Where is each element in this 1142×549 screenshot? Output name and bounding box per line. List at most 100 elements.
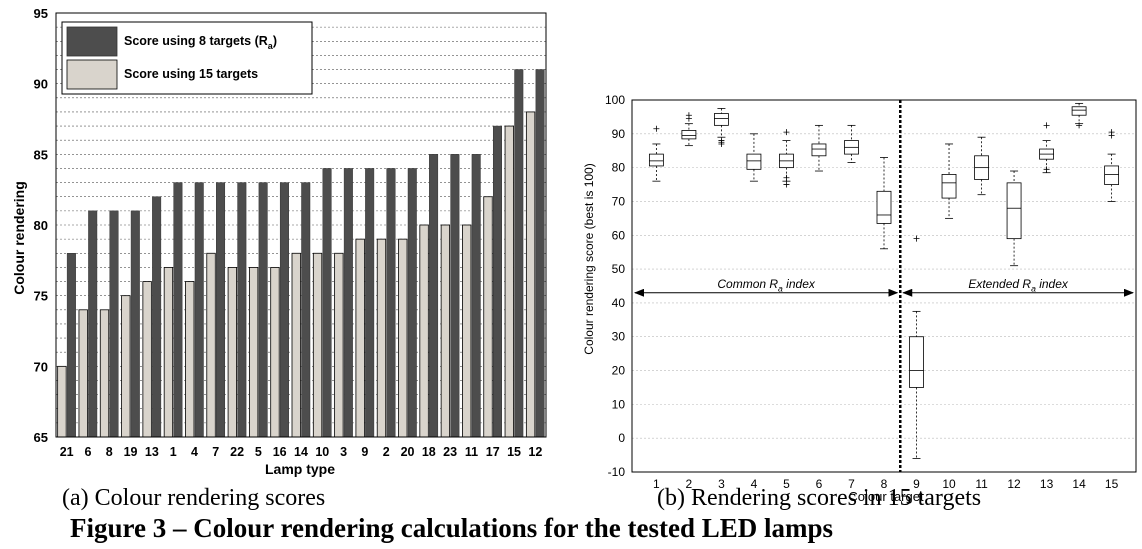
- bar-8-targets: [194, 182, 204, 438]
- y-tick-label: 100: [605, 93, 625, 107]
- outlier-marker: [685, 112, 692, 119]
- bar-15-targets: [291, 252, 301, 438]
- bar-15-targets: [462, 224, 472, 438]
- x-tick-label: 16: [273, 445, 287, 459]
- plot-frame: [55, 12, 547, 438]
- x-tick-label: 11: [975, 477, 988, 491]
- legend-label-15-targets: Score using 15 targets: [124, 67, 258, 81]
- extended-index-label: Extended Ra index: [968, 277, 1069, 294]
- x-tick-label: 4: [751, 477, 758, 491]
- bar-15-targets: [99, 309, 110, 438]
- x-tick-label: 18: [422, 445, 436, 459]
- bar-15-targets: [142, 281, 152, 438]
- y-tick-label: 60: [612, 228, 626, 242]
- bar-15-targets: [248, 266, 259, 438]
- x-tick-label: 12: [1007, 477, 1021, 491]
- bar-15-targets: [185, 281, 195, 438]
- x-tick-label: 9: [913, 477, 920, 491]
- x-tick-label: 4: [191, 445, 198, 459]
- box: [681, 130, 697, 140]
- bar-8-targets: [152, 196, 162, 438]
- x-tick-label: 8: [106, 445, 113, 459]
- x-tick-label: 6: [816, 477, 823, 491]
- bar-8-targets: [66, 253, 76, 438]
- outlier-marker: [1043, 166, 1050, 173]
- x-tick-label: 7: [848, 477, 855, 491]
- plot-frame: [631, 99, 1137, 473]
- y-tick-label: -10: [608, 465, 626, 479]
- bar-8-targets: [322, 168, 332, 438]
- y-axis-label: Colour rendering: [11, 181, 27, 295]
- bar-8-targets: [301, 182, 311, 438]
- legend: Score using 8 targets (Ra) Score using 15…: [61, 21, 313, 95]
- bar-15-targets: [504, 125, 514, 438]
- x-tick-label: 3: [718, 477, 725, 491]
- bar-15-targets: [78, 309, 88, 438]
- caption-b: (b) Rendering scores in 15 targets: [657, 485, 982, 511]
- outlier-marker: [718, 137, 725, 144]
- outlier-marker: [913, 235, 920, 242]
- y-tick-label: 90: [34, 77, 48, 92]
- x-axis-label: Colour target: [848, 489, 924, 504]
- x-tick-label: 2: [383, 445, 390, 459]
- bar-8-targets: [258, 182, 268, 438]
- bar-15-targets: [376, 238, 387, 438]
- x-tick-label: 17: [486, 445, 500, 459]
- bar-8-targets: [535, 69, 545, 438]
- box: [746, 153, 762, 170]
- box: [1071, 106, 1087, 116]
- annotations: Common Ra index Extended Ra index: [634, 100, 1134, 472]
- bar-15-targets: [227, 266, 237, 438]
- x-tick-label: 6: [84, 445, 91, 459]
- outlier-marker: [783, 129, 790, 136]
- x-tick-label: 14: [1072, 477, 1086, 491]
- x-tick-label: 7: [212, 445, 219, 459]
- box: [941, 174, 957, 199]
- bar-8-targets: [279, 182, 289, 438]
- caption-a: (a) Colour rendering scores: [62, 485, 326, 511]
- legend-swatch-15-targets: [66, 59, 118, 90]
- box: [1104, 165, 1120, 185]
- y-tick-label: 30: [612, 330, 626, 344]
- y-tick-label: 0: [618, 431, 625, 445]
- bar-8-targets: [216, 182, 226, 438]
- x-tick-label: 15: [507, 445, 521, 459]
- bar-15-targets: [440, 224, 451, 438]
- bar-8-targets: [429, 154, 439, 438]
- bar-8-targets: [365, 168, 375, 438]
- x-tick-label: 11: [465, 445, 478, 459]
- x-axis-label: Lamp type: [265, 461, 335, 477]
- bar-8-targets: [471, 154, 481, 438]
- bar-15-targets: [525, 111, 536, 438]
- bar-8-targets: [173, 182, 183, 438]
- x-tick-label: 8: [881, 477, 888, 491]
- y-axis-label: Colour rendering score (best is 100): [582, 163, 596, 354]
- box: [811, 143, 827, 157]
- y-tick-label: 70: [34, 359, 48, 374]
- bar-8-targets: [492, 125, 502, 438]
- outlier-marker: [783, 174, 790, 181]
- bar-15-targets: [163, 266, 174, 438]
- x-tick-label: 10: [315, 445, 329, 459]
- bar-8-targets: [407, 168, 417, 438]
- x-tick-label: 1: [170, 445, 177, 459]
- x-tick-label: 23: [443, 445, 457, 459]
- bar-15-targets: [206, 252, 216, 438]
- bar-8-targets: [386, 168, 396, 438]
- y-tick-label: 65: [34, 430, 48, 445]
- bar-8-targets: [130, 210, 140, 438]
- boxes: [648, 102, 1120, 459]
- y-tick-label: 20: [612, 364, 626, 378]
- box: [648, 153, 664, 167]
- bar-15-targets: [57, 365, 67, 438]
- y-tick-label: 95: [34, 6, 48, 21]
- x-tick-label: 21: [60, 445, 74, 459]
- box: [876, 190, 892, 224]
- bar-8-targets: [450, 154, 460, 438]
- bar-15-targets: [270, 266, 280, 438]
- x-tick-label: 10: [942, 477, 956, 491]
- bar-15-targets: [483, 196, 493, 438]
- x-tick-label: 1: [653, 477, 660, 491]
- x-tick-label: 20: [401, 445, 415, 459]
